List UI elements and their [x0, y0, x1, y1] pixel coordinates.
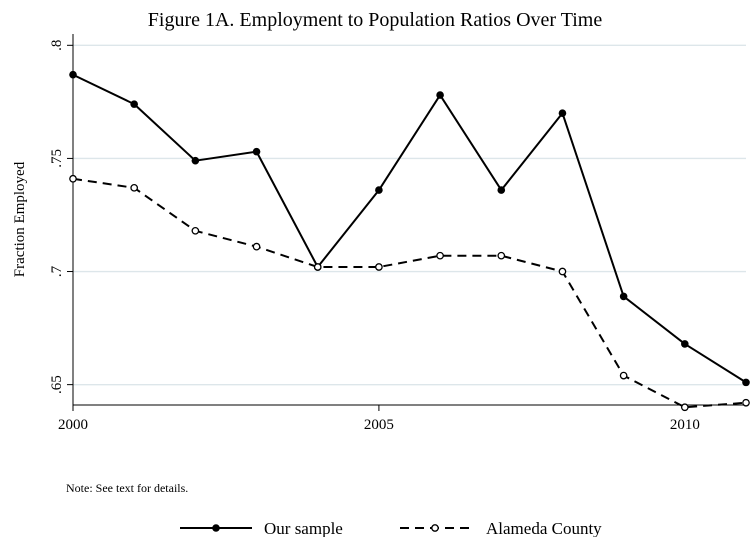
x-tick-label: 2000: [58, 417, 88, 433]
data-point: [680, 403, 689, 412]
data-point: [619, 371, 628, 380]
x-tick-label: 2005: [364, 417, 394, 433]
x-tick-label: 2010: [670, 417, 700, 433]
legend-label: Alameda County: [486, 519, 602, 537]
grid-lines: [73, 44, 746, 386]
data-point: [252, 242, 261, 251]
legend-marker: [212, 524, 220, 532]
data-point: [191, 156, 200, 165]
data-point: [497, 186, 506, 194]
data-point: [313, 263, 322, 271]
data-point: [69, 174, 77, 183]
legend: Our sample Alameda County: [180, 519, 602, 537]
data-point: [375, 186, 383, 194]
data-point: [375, 263, 383, 271]
data-point: [497, 251, 506, 260]
legend-label: Our sample: [264, 519, 343, 537]
axes: .65 .7 .75 .8 2000 2005 2010 Fraction Employed: [12, 34, 746, 433]
y-tick-label: .8: [49, 40, 65, 51]
data-point: [742, 398, 750, 407]
legend-marker: [431, 524, 439, 532]
chart-note: Note: See text for details.: [66, 481, 189, 495]
data-point: [558, 109, 567, 117]
series-line-1: [72, 73, 747, 384]
y-tick-label: .7: [49, 265, 65, 277]
y-axis-title: Fraction Employed: [12, 161, 28, 277]
data-point: [130, 183, 139, 192]
series-line-2: [72, 177, 747, 409]
data-point: [191, 226, 200, 235]
data-point: [558, 267, 567, 276]
y-tick-label: .65: [49, 375, 65, 394]
data-point: [681, 340, 689, 348]
data-point: [252, 147, 261, 156]
series-layer: [69, 70, 750, 412]
data-point: [619, 292, 628, 301]
data-point: [130, 100, 138, 108]
data-point: [742, 378, 750, 387]
chart-title: Figure 1A. Employment to Population Rati…: [147, 9, 603, 31]
data-point: [436, 91, 444, 99]
data-point: [436, 251, 444, 260]
y-tick-label: .75: [49, 149, 65, 168]
data-point: [69, 70, 77, 79]
